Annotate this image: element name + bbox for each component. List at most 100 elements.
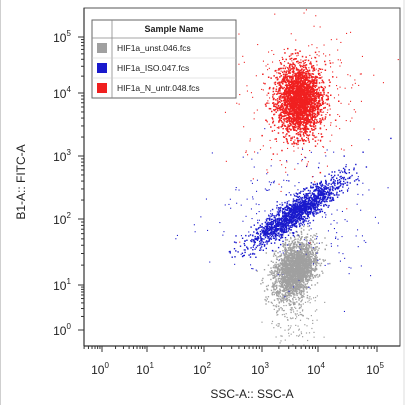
data-point-unstained	[278, 285, 280, 287]
data-point-isotype	[332, 196, 334, 199]
data-point-untreated	[288, 70, 290, 72]
data-point-isotype	[269, 232, 271, 235]
data-point-unstained	[289, 248, 292, 251]
data-point-untreated	[279, 108, 282, 110]
data-point-unstained	[274, 263, 276, 266]
data-point-unstained	[281, 281, 283, 283]
data-point-unstained	[299, 292, 301, 294]
data-point-isotype	[293, 213, 296, 215]
data-point-isotype	[297, 189, 299, 191]
data-point-isotype	[251, 218, 253, 220]
data-point-isotype	[297, 221, 299, 223]
data-point-unstained	[308, 229, 310, 231]
data-point-unstained	[313, 297, 315, 299]
data-point-untreated	[282, 73, 285, 76]
data-point-isotype	[283, 224, 285, 226]
data-point-isotype	[334, 188, 337, 191]
data-point-isotype	[279, 236, 281, 238]
data-point-isotype	[323, 191, 326, 193]
data-point-isotype	[303, 204, 305, 207]
data-point-untreated	[287, 79, 289, 82]
data-point-isotype	[291, 232, 294, 234]
data-point-isotype	[280, 221, 283, 224]
data-point-unstained	[310, 266, 313, 269]
data-point-unstained	[287, 274, 289, 276]
data-point-unstained	[281, 289, 283, 292]
data-point-unstained	[279, 274, 281, 276]
data-point-isotype	[319, 182, 321, 184]
data-point-isotype	[298, 205, 301, 207]
data-point-isotype	[243, 249, 245, 251]
data-point-untreated	[297, 125, 300, 128]
data-point-unstained	[273, 253, 275, 256]
data-point-isotype	[328, 182, 330, 185]
data-point-unstained	[295, 298, 297, 300]
data-point-isotype	[339, 182, 341, 184]
data-point-isotype	[294, 221, 297, 223]
data-point-isotype	[285, 215, 287, 217]
data-point-isotype	[257, 219, 259, 221]
data-point-unstained	[276, 258, 278, 261]
data-point-isotype	[297, 208, 300, 211]
data-point-untreated	[308, 74, 310, 77]
data-point-isotype	[313, 202, 315, 205]
data-point-isotype	[319, 197, 321, 199]
data-point-unstained	[289, 309, 291, 311]
data-point-unstained	[303, 225, 305, 228]
data-point-isotype	[321, 216, 323, 218]
data-point-isotype	[253, 231, 255, 233]
data-point-isotype	[243, 254, 245, 257]
data-point-isotype	[256, 236, 259, 238]
data-point-untreated	[312, 79, 315, 82]
data-point-untreated	[311, 73, 313, 75]
data-point-isotype	[256, 213, 258, 215]
data-point-unstained	[275, 270, 277, 273]
data-point-isotype	[320, 193, 322, 195]
data-point-untreated	[288, 125, 290, 128]
data-point-isotype	[309, 213, 312, 215]
data-point-untreated	[273, 109, 275, 111]
data-point-untreated	[290, 119, 293, 121]
data-point-isotype	[253, 166, 255, 168]
data-point-isotype	[329, 188, 331, 190]
data-point-isotype	[295, 200, 297, 202]
data-point-isotype	[299, 211, 301, 213]
data-point-isotype	[323, 189, 325, 192]
data-point-unstained	[274, 289, 277, 291]
data-point-isotype	[322, 199, 324, 202]
data-point-isotype	[279, 230, 281, 232]
data-point-isotype	[300, 217, 303, 220]
data-point-isotype	[312, 193, 314, 195]
data-point-isotype	[312, 199, 315, 202]
data-point-unstained	[277, 291, 279, 293]
data-point-isotype	[319, 211, 321, 213]
data-point-unstained	[315, 267, 318, 270]
data-point-isotype	[309, 225, 311, 227]
data-point-isotype	[327, 263, 329, 265]
data-point-unstained	[279, 269, 281, 271]
data-point-isotype	[288, 225, 290, 227]
data-point-isotype	[339, 190, 341, 192]
data-point-unstained	[262, 281, 264, 284]
data-point-isotype	[305, 217, 307, 220]
data-point-unstained	[316, 295, 318, 297]
data-point-isotype	[332, 182, 334, 184]
data-point-isotype	[299, 222, 301, 224]
data-point-isotype	[353, 169, 355, 171]
data-point-isotype	[275, 226, 278, 228]
data-point-isotype	[316, 205, 319, 207]
data-point-untreated	[312, 112, 314, 114]
data-point-isotype	[336, 196, 339, 198]
data-point-unstained	[305, 278, 307, 280]
data-point-unstained	[270, 278, 272, 281]
data-point-isotype	[300, 206, 303, 208]
data-point-unstained	[278, 256, 280, 258]
data-point-isotype	[260, 237, 262, 239]
data-point-unstained	[278, 301, 280, 303]
data-point-untreated	[305, 91, 307, 94]
data-point-unstained	[312, 268, 314, 270]
data-point-isotype	[316, 195, 319, 197]
data-point-isotype	[303, 224, 305, 226]
data-point-isotype	[266, 230, 269, 233]
data-point-unstained	[306, 274, 308, 276]
